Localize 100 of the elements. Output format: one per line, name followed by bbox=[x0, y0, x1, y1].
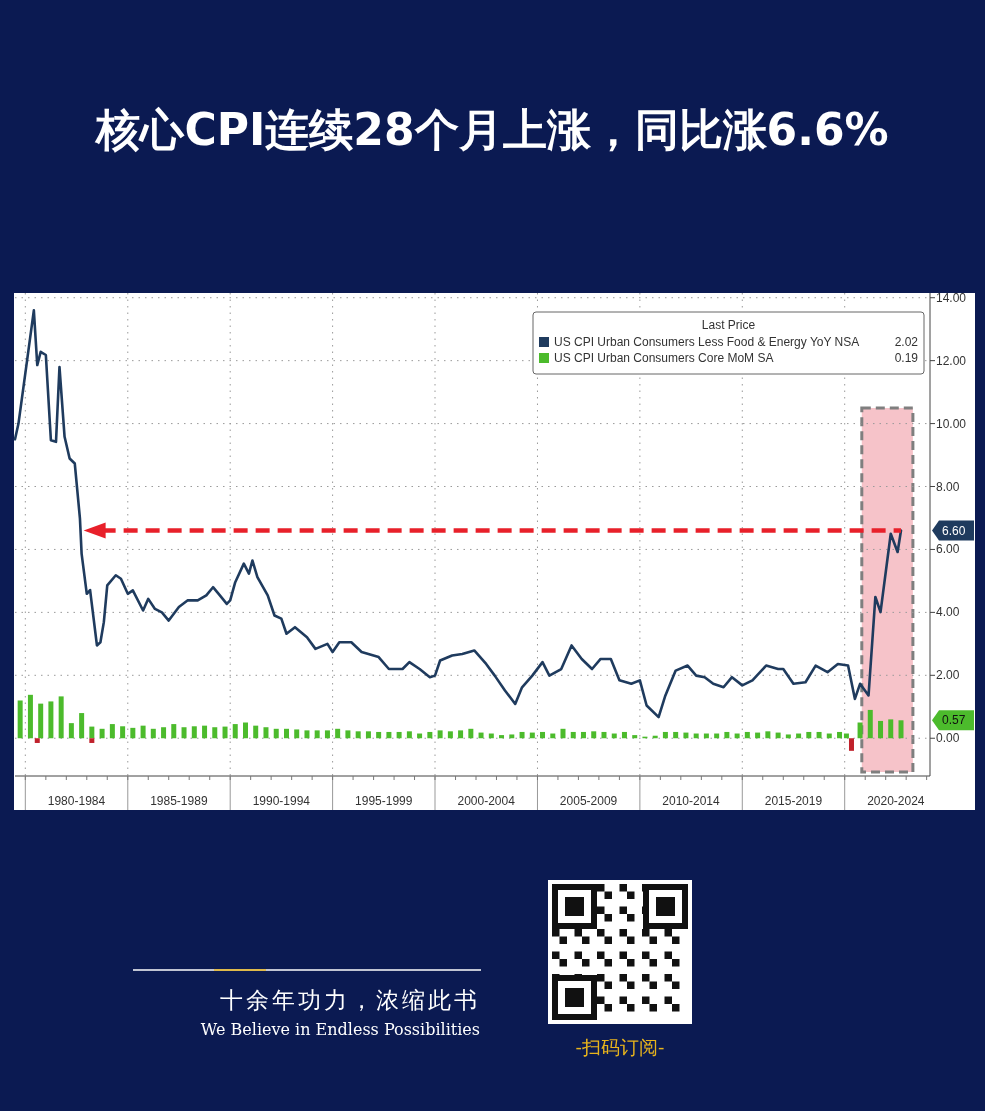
bar bbox=[120, 726, 126, 739]
bar bbox=[499, 735, 505, 739]
bar bbox=[161, 727, 167, 739]
bar bbox=[816, 731, 822, 739]
bar bbox=[857, 722, 863, 739]
bar bbox=[130, 727, 136, 739]
text: 6.60 bbox=[942, 523, 966, 538]
bar bbox=[38, 703, 44, 739]
y-tick-label: 6.00 bbox=[936, 542, 960, 557]
bar bbox=[785, 734, 791, 739]
bar bbox=[386, 731, 392, 739]
bar bbox=[458, 730, 464, 739]
bar bbox=[232, 724, 238, 739]
bar bbox=[109, 724, 115, 739]
bar bbox=[673, 731, 679, 739]
x-tick-label: 2015-2019 bbox=[764, 794, 823, 808]
bar bbox=[68, 723, 74, 739]
legend-label: US CPI Urban Consumers Less Food & Energy YoY NSA bbox=[554, 335, 860, 349]
bar bbox=[222, 726, 228, 739]
bar bbox=[867, 709, 873, 739]
bar bbox=[724, 731, 730, 739]
y-tick-label: 0.00 bbox=[936, 731, 960, 746]
x-tick-label: 2000-2004 bbox=[457, 794, 516, 808]
bar bbox=[171, 724, 177, 739]
bar bbox=[376, 731, 382, 739]
bar bbox=[509, 734, 515, 739]
bar bbox=[284, 728, 289, 739]
bar bbox=[806, 731, 812, 739]
chart-title: 核心CPI连续28个月上涨，同比涨6.6% bbox=[94, 104, 889, 155]
bar bbox=[253, 725, 259, 739]
bar bbox=[540, 731, 546, 739]
bar bbox=[324, 730, 330, 739]
bar bbox=[48, 701, 54, 739]
bar bbox=[140, 725, 146, 739]
bar bbox=[662, 731, 668, 739]
bar bbox=[27, 694, 33, 739]
bar bbox=[181, 727, 187, 739]
bar bbox=[601, 731, 607, 739]
bar bbox=[427, 731, 433, 739]
annotation: 2.02 bbox=[894, 335, 919, 349]
bar bbox=[79, 713, 85, 739]
bar bbox=[243, 722, 248, 739]
bar bbox=[335, 728, 341, 739]
bar bbox=[365, 731, 371, 739]
legend-title: Last Price bbox=[701, 318, 756, 332]
bar bbox=[202, 725, 208, 739]
bar bbox=[621, 731, 627, 739]
bar bbox=[17, 700, 23, 739]
bar bbox=[878, 720, 884, 739]
y-tick-label: 14.00 bbox=[936, 290, 967, 305]
bar bbox=[304, 730, 310, 739]
bar bbox=[294, 729, 300, 739]
bar bbox=[848, 738, 854, 751]
bar bbox=[263, 727, 269, 739]
text: 十余年功力，浓缩此书 bbox=[220, 987, 480, 1013]
bar bbox=[99, 728, 105, 739]
bar bbox=[150, 728, 156, 739]
bar bbox=[406, 731, 412, 739]
x-tick-label: 2005-2009 bbox=[559, 794, 618, 808]
x-tick-label: 1990-1994 bbox=[252, 794, 311, 808]
bar bbox=[273, 728, 279, 739]
y-tick-label: 2.00 bbox=[936, 668, 960, 683]
bar bbox=[437, 730, 443, 739]
bar bbox=[888, 719, 894, 739]
bar bbox=[345, 730, 351, 739]
bar bbox=[580, 731, 586, 739]
y-tick-label: 4.00 bbox=[936, 605, 960, 620]
bar bbox=[89, 726, 95, 739]
y-tick-label: 12.00 bbox=[936, 353, 967, 368]
annotation: 0.19 bbox=[894, 351, 919, 365]
bar bbox=[519, 731, 525, 739]
text: -扫码订阅- bbox=[575, 1036, 665, 1058]
bar bbox=[447, 731, 453, 739]
bar bbox=[560, 728, 566, 739]
text: 0.57 bbox=[942, 713, 966, 728]
y-tick-label: 8.00 bbox=[936, 479, 960, 494]
bar bbox=[765, 731, 771, 739]
bar bbox=[89, 738, 95, 743]
bar bbox=[837, 731, 843, 739]
bar bbox=[591, 731, 597, 739]
bar bbox=[58, 696, 64, 739]
x-tick-label: 2020-2024 bbox=[867, 794, 925, 808]
x-tick-label: 1980-1984 bbox=[47, 794, 106, 808]
bar bbox=[314, 730, 320, 739]
bar bbox=[355, 731, 361, 739]
y-tick-label: 10.00 bbox=[936, 416, 967, 431]
bar bbox=[34, 738, 40, 743]
legend-label: US CPI Urban Consumers Core MoM SA bbox=[554, 351, 774, 365]
x-tick-label: 2010-2014 bbox=[662, 794, 721, 808]
text: We Believe in Endless Possibilities bbox=[200, 1020, 480, 1039]
bar bbox=[898, 720, 904, 739]
bar bbox=[212, 727, 218, 739]
x-tick-label: 1995-1999 bbox=[355, 794, 413, 808]
bar bbox=[468, 728, 474, 739]
bar bbox=[744, 731, 750, 739]
bar bbox=[570, 731, 576, 739]
bar bbox=[191, 726, 197, 739]
bar bbox=[632, 735, 638, 739]
x-tick-label: 1985-1989 bbox=[150, 794, 208, 808]
bar bbox=[396, 731, 402, 739]
